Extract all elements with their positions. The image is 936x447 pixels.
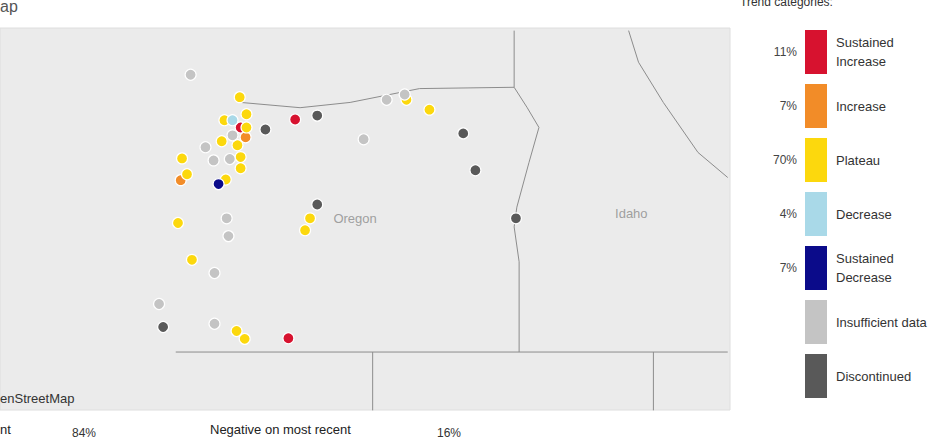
svg-text:Trend categories:: Trend categories: [740, 0, 833, 9]
svg-text:Sustained: Sustained [836, 251, 897, 266]
svg-text:Decrease: Decrease [836, 207, 892, 222]
svg-text:Increase: Increase [836, 54, 886, 69]
svg-text:70%: 70% [773, 153, 797, 167]
svg-text:Increase: Increase [836, 99, 886, 114]
svg-text:7%: 7% [780, 99, 798, 113]
svg-text:Sustained: Sustained [836, 35, 897, 50]
svg-text:Insufficient data: Insufficient data [836, 315, 928, 330]
svg-text:Plateau: Plateau [836, 153, 880, 168]
svg-text:Idaho: Idaho [615, 206, 648, 221]
svg-text:ap: ap [0, 0, 18, 15]
svg-text:enStreetMap: enStreetMap [0, 391, 74, 406]
svg-text:nt: nt [0, 422, 11, 437]
svg-text:11%: 11% [774, 45, 797, 59]
svg-text:Negative on most recent: Negative on most recent [210, 422, 351, 437]
svg-text:Decrease: Decrease [836, 270, 892, 285]
svg-text:Discontinued: Discontinued [836, 369, 911, 384]
svg-text:7%: 7% [780, 261, 798, 275]
svg-text:16%: 16% [437, 426, 461, 440]
svg-text:84%: 84% [72, 426, 96, 440]
svg-text:4%: 4% [780, 207, 798, 221]
svg-text:Oregon: Oregon [333, 211, 376, 226]
